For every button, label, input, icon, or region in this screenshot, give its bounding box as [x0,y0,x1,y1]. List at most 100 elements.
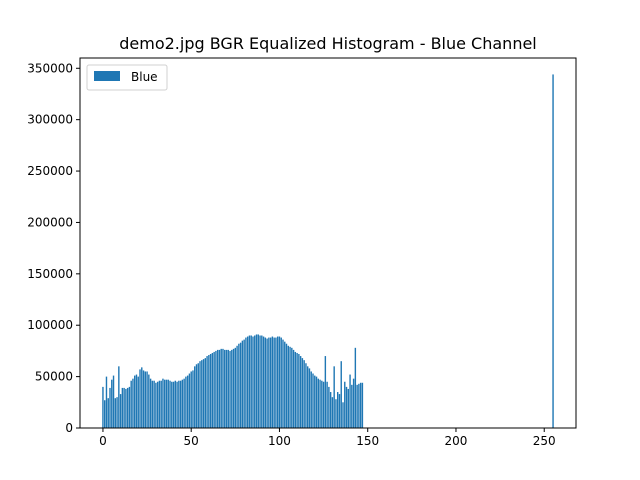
histogram-bar [102,386,104,428]
histogram-bar [130,380,132,428]
histogram-bar [315,376,318,428]
histogram-bar [287,345,289,428]
histogram-bar [234,347,237,428]
histogram-bar [183,378,185,428]
x-tick-label: 150 [356,434,379,448]
histogram-bar [216,349,219,428]
histogram-bar [245,337,247,428]
histogram-bar [188,373,191,428]
histogram-bar [347,388,349,428]
histogram-bar [158,380,161,428]
histogram-bar [284,341,286,428]
histogram-bar [209,354,212,428]
histogram-bar [250,335,252,428]
histogram-bar [119,394,122,428]
histogram-bar [126,387,129,428]
histogram-bar [231,349,233,428]
histogram-bar [179,380,182,428]
legend-swatch [94,71,120,81]
histogram-bar [190,371,192,428]
histogram-bar [338,394,341,428]
histogram-bar [349,374,351,428]
histogram-bar [329,392,332,428]
histogram-bar [261,335,263,428]
histogram-bar [176,381,178,428]
histogram-bar [298,354,300,428]
histogram-bar [285,343,288,428]
histogram-bar [243,339,245,428]
histogram-bar [271,336,274,428]
histogram-bar [111,379,113,428]
histogram-bar [160,380,162,428]
histogram-bar [141,367,143,428]
plot-frame [79,57,577,429]
histogram-bar [252,336,254,428]
histogram-bar [151,380,154,428]
histogram-bar [149,378,152,428]
histogram-bar [213,351,215,428]
histogram-bar [307,366,309,428]
histogram-bar [299,356,302,428]
histogram-bar [211,352,214,428]
histogram-bar [268,337,270,428]
histogram-bar [301,358,304,428]
histogram-bar [156,381,159,428]
histogram-bar [142,370,145,428]
histogram-bar [169,380,171,428]
histogram-bar [331,397,334,428]
histogram-bar [174,380,177,428]
histogram-bar [185,376,187,428]
histogram-bar [255,334,258,428]
histogram-bar [254,335,256,428]
histogram-bar [358,383,360,428]
histogram-bar [153,380,155,428]
histogram-bar [342,402,344,428]
histogram-bar [232,348,235,428]
y-tick-label: 200000 [27,215,73,229]
histogram-bar [319,379,321,428]
histogram-bar [104,400,106,428]
histogram-bar [167,379,169,428]
histogram-bar [202,359,205,428]
histogram-bar [105,376,108,428]
x-tick-label: 50 [184,434,199,448]
histogram-bar [282,339,284,428]
histogram-bar [116,397,118,428]
histogram-bar [134,375,136,428]
histogram-bar [337,392,339,428]
histogram-bar [224,349,226,428]
histogram-bar [322,381,325,428]
histogram-bar [118,366,120,428]
histogram-bar [335,399,337,428]
histogram-bar [308,368,311,428]
histogram-bar [248,335,251,428]
histogram-bar [266,338,268,428]
histogram-bar [239,342,242,428]
histogram-bar [208,355,210,428]
y-axis: 0 50000 100000 150000 200000 250000 300000 3500… [27,61,80,435]
y-tick-label: 250000 [27,164,73,178]
histogram-bar [222,348,224,428]
histogram-bar [340,361,342,428]
histogram-bar [305,363,307,428]
histogram-bar [294,351,297,428]
x-tick-label: 0 [99,434,107,448]
histogram-bar [192,370,194,428]
histogram-bar [218,349,221,428]
histogram-bar [148,374,150,428]
histogram-bar [164,379,166,428]
histogram-bar [128,386,131,428]
histogram-bar [137,376,139,428]
histogram-bar [229,350,231,428]
histogram-bar [227,349,229,428]
histogram-bar [181,379,184,428]
histogram-bar [552,74,554,428]
histogram-bar [112,375,115,428]
y-tick-label: 150000 [27,267,73,281]
x-tick-label: 100 [268,434,291,448]
histogram-bar [125,388,127,428]
histogram-bar [107,398,109,428]
bars-group [102,74,554,428]
histogram-bar [225,349,228,428]
